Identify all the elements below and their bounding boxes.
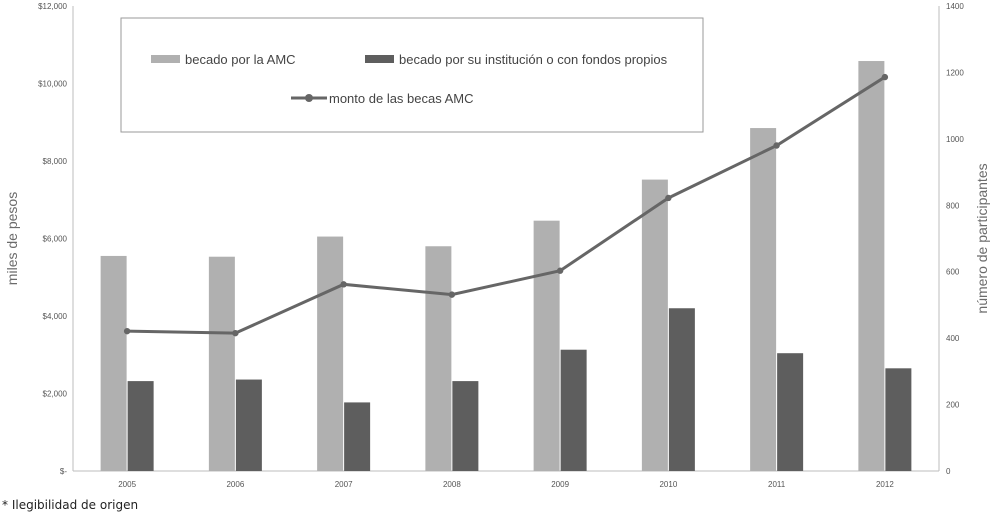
bar-amc [533,220,560,471]
chart: $- $2,000 $4,000 $6,000 $8,000 $10,000 $12,000… [4,2,990,489]
y-tick-label: $8,000 [43,157,68,166]
line-point [232,329,239,337]
y2-tick-label: 1400 [946,2,964,11]
x-tick-label: 2006 [226,480,244,489]
line-point [881,73,889,81]
bar-amc [100,255,127,471]
bar-amc [317,236,344,471]
bar-amc [641,179,668,471]
x-tick-label: 2010 [659,480,677,489]
y-axis-title: miles de pesos [4,192,20,285]
bar-institucion [452,381,479,471]
x-tick-label: 2011 [768,480,786,489]
x-tick-label: 2007 [335,480,353,489]
legend-marker-monto [305,94,313,102]
line-monto-becas [127,75,886,335]
bar-institucion [560,349,587,471]
y2-tick-label: 400 [946,334,960,343]
bar-institucion [668,308,695,471]
y2-tick-label: 200 [946,401,960,410]
x-tick-label: 2005 [118,480,136,489]
bar-amc [425,246,452,471]
line-point [556,267,564,274]
y2-tick-label: 0 [946,467,951,476]
bar-amc [750,128,777,471]
y2-tick-label: 600 [946,268,960,277]
legend-swatch-amc [151,55,180,63]
footnote: * Ilegibilidad de origen [2,498,139,512]
x-tick-label: 2009 [551,480,569,489]
bar-institucion [344,402,371,471]
legend-label-monto: monto de las becas AMC [329,91,474,106]
y2-tick-label: 1000 [946,135,964,144]
bar-institucion [235,379,262,471]
bar-institucion [127,381,154,471]
y2-tick-label: 1200 [946,68,964,77]
x-tick-label: 2012 [876,480,894,489]
y2-axis-title: número de participantes [974,163,990,313]
y-tick-label: $4,000 [43,312,68,321]
line-point [340,281,347,288]
y-tick-label: $6,000 [43,235,68,244]
legend-box [120,17,704,133]
bar-amc [858,61,885,472]
bar-institucion [777,353,804,471]
y-tick-label: $12,000 [38,2,67,11]
y2-tick-label: 800 [946,201,960,210]
line-point [123,327,131,335]
y-tick-label: $2,000 [43,390,68,399]
x-tick-label: 2008 [443,480,461,489]
bar-institucion [885,368,912,471]
bar-amc [208,256,235,471]
y-tick-label: $10,000 [38,80,67,89]
legend-swatch-institucion [365,55,394,63]
line-point [773,142,780,149]
line-point [665,194,672,202]
line-point [448,291,456,298]
legend-label-institucion: becado por su institución o con fondos p… [399,52,668,67]
y-tick-label: $- [60,467,67,476]
legend-label-amc: becado por la AMC [185,52,296,67]
